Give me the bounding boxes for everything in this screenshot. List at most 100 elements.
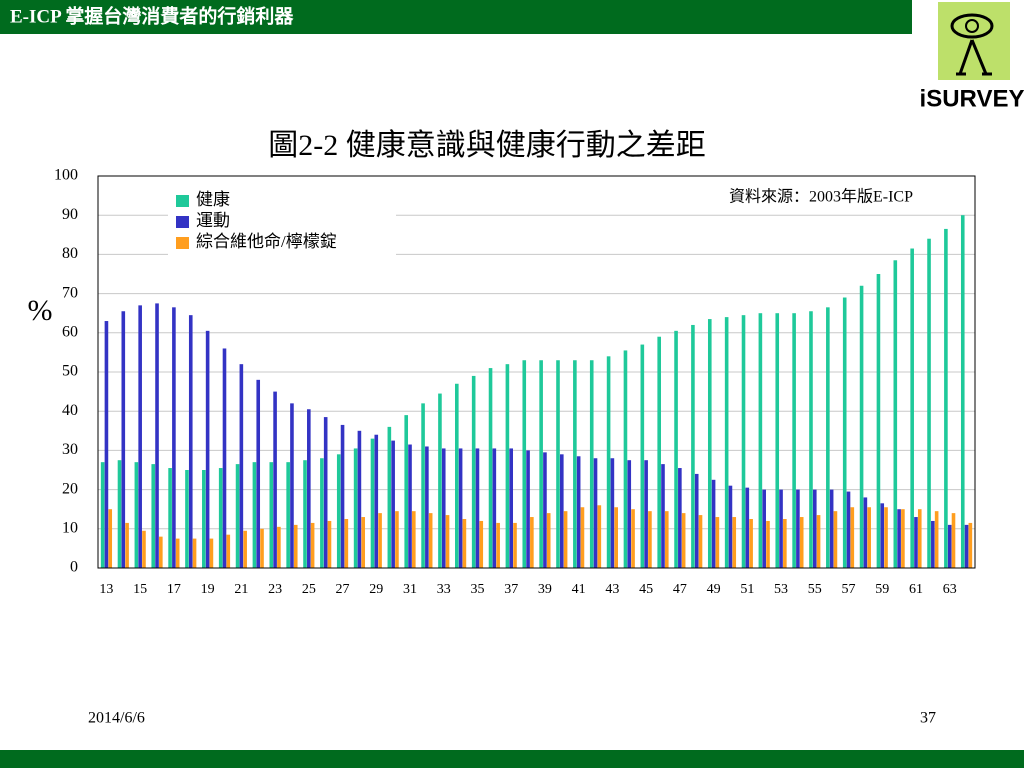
y-tick-label: 10 bbox=[62, 519, 78, 536]
annotation: 資料來源：2003年版E-ICP bbox=[729, 188, 913, 206]
bar bbox=[462, 519, 467, 568]
bar bbox=[715, 517, 720, 568]
bar bbox=[479, 520, 484, 568]
x-tick-label: 55 bbox=[808, 582, 822, 597]
bar bbox=[286, 462, 290, 568]
bar bbox=[809, 311, 813, 568]
bar bbox=[640, 344, 645, 568]
bar bbox=[927, 238, 931, 568]
bar bbox=[779, 489, 783, 568]
y-tick-label: 40 bbox=[62, 402, 78, 419]
bar bbox=[421, 403, 425, 568]
bar bbox=[428, 513, 433, 568]
bar bbox=[310, 522, 315, 568]
legend-swatch bbox=[176, 195, 189, 207]
bar bbox=[543, 452, 547, 568]
bar bbox=[175, 538, 180, 568]
bar bbox=[681, 513, 686, 568]
bar bbox=[404, 415, 409, 568]
bar bbox=[644, 460, 648, 568]
bar bbox=[627, 460, 632, 568]
bar bbox=[441, 448, 446, 568]
logo-legs bbox=[956, 39, 992, 76]
bar bbox=[934, 511, 939, 568]
legend-box bbox=[168, 188, 396, 258]
y-tick-label: 90 bbox=[62, 206, 78, 223]
bar bbox=[901, 509, 905, 568]
bar bbox=[664, 511, 669, 568]
bar bbox=[711, 479, 716, 568]
bar bbox=[320, 458, 324, 568]
x-tick-label: 33 bbox=[437, 582, 451, 597]
bar bbox=[239, 364, 244, 568]
bar bbox=[290, 403, 294, 568]
header-bar bbox=[0, 0, 912, 34]
bar bbox=[395, 511, 399, 568]
x-tick-label: 25 bbox=[302, 582, 316, 597]
bar bbox=[606, 356, 611, 568]
bar bbox=[559, 454, 564, 568]
y-tick-label: 70 bbox=[62, 284, 78, 301]
bar bbox=[151, 464, 156, 568]
bar bbox=[678, 468, 682, 568]
bar bbox=[762, 489, 766, 568]
legend-label: 健康 bbox=[196, 190, 230, 209]
footer-date: 2014/6/6 bbox=[88, 710, 145, 727]
bar bbox=[357, 430, 362, 568]
x-tick-label: 19 bbox=[201, 582, 215, 597]
y-tick-label: 20 bbox=[62, 480, 78, 497]
bar bbox=[728, 485, 733, 568]
bar bbox=[121, 311, 126, 568]
footer-bar bbox=[0, 750, 1024, 768]
x-tick-label: 13 bbox=[99, 582, 113, 597]
bar bbox=[917, 509, 922, 568]
bar bbox=[340, 424, 345, 568]
bar bbox=[867, 507, 871, 568]
bar bbox=[944, 228, 948, 569]
bar bbox=[964, 524, 969, 568]
bar bbox=[799, 517, 804, 568]
bar bbox=[425, 446, 429, 568]
bar bbox=[610, 458, 615, 568]
legend-swatch bbox=[176, 237, 189, 249]
bar bbox=[876, 274, 881, 568]
legend-swatch bbox=[176, 216, 189, 228]
bar bbox=[513, 522, 517, 568]
bar bbox=[226, 534, 231, 568]
bar bbox=[897, 509, 901, 568]
x-tick-label: 43 bbox=[605, 582, 619, 597]
bar bbox=[138, 305, 142, 568]
bar bbox=[273, 391, 277, 568]
x-tick-label: 41 bbox=[572, 582, 586, 597]
bar bbox=[455, 383, 459, 568]
logo-text: iSURVEY bbox=[920, 85, 1024, 112]
x-tick-label: 45 bbox=[639, 582, 653, 597]
bar bbox=[505, 364, 510, 568]
bar bbox=[563, 511, 568, 568]
x-tick-label: 39 bbox=[538, 582, 552, 597]
bar bbox=[323, 417, 328, 568]
logo-eye bbox=[950, 13, 994, 39]
bar bbox=[580, 507, 585, 568]
bar bbox=[732, 517, 737, 568]
bar bbox=[884, 507, 888, 568]
x-tick-label: 17 bbox=[167, 582, 181, 597]
bar bbox=[488, 368, 493, 568]
bar bbox=[303, 460, 307, 568]
bar bbox=[826, 307, 830, 568]
header-title: E-ICP 掌握台灣消費者的行銷利器 bbox=[10, 4, 294, 27]
bar bbox=[775, 313, 780, 568]
bar bbox=[336, 454, 341, 568]
bar bbox=[910, 248, 914, 568]
bar bbox=[546, 513, 551, 568]
bar bbox=[539, 360, 543, 568]
bar bbox=[471, 375, 476, 568]
bar bbox=[526, 450, 530, 568]
bar bbox=[412, 511, 416, 568]
bar bbox=[648, 511, 652, 568]
x-tick-label: 37 bbox=[504, 582, 518, 597]
bar bbox=[914, 517, 918, 568]
bar bbox=[796, 489, 800, 568]
bar bbox=[492, 448, 497, 568]
y-axis-label: % bbox=[28, 294, 53, 327]
